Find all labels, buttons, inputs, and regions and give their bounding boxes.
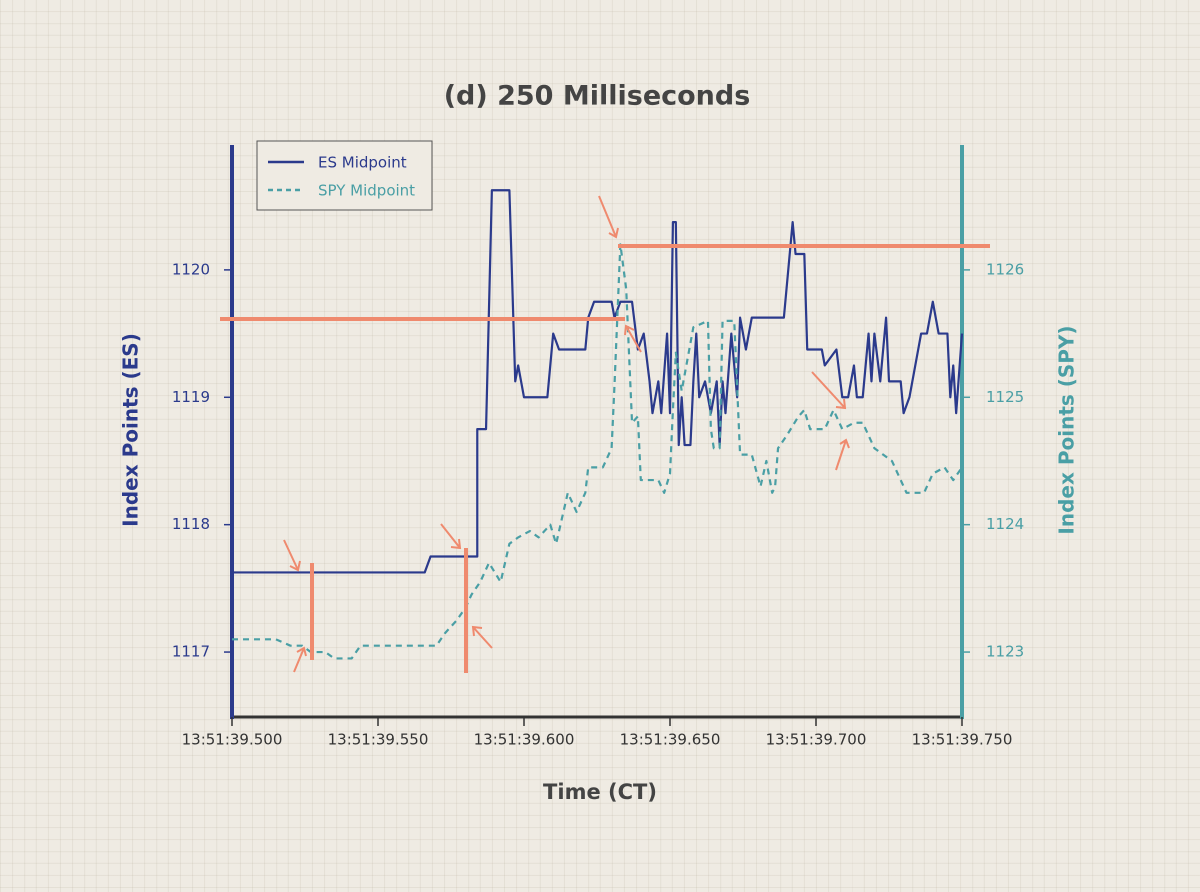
x-tick-label: 13:51:39.750: [912, 731, 1013, 749]
y-tick-label: 1118: [172, 515, 210, 533]
y-tick-label: 1120: [172, 260, 210, 278]
series-line: [232, 189, 964, 574]
legend-box: [256, 140, 433, 211]
arrows: [283, 195, 850, 673]
y-tick-label: 1119: [172, 388, 210, 406]
x-tick-label: 13:51:39.650: [620, 731, 721, 749]
x-tick-label: 13:51:39.500: [182, 731, 283, 749]
series-line: [232, 243, 963, 660]
y2-tick-label: 1125: [986, 388, 1024, 406]
y2-tick-label: 1124: [986, 515, 1024, 533]
chart-title: (d) 250 Milliseconds: [444, 81, 751, 112]
y2-tick-label: 1123: [986, 643, 1024, 661]
annotations: [220, 195, 990, 673]
y2-axis-label: Index Points (SPY): [1055, 325, 1079, 534]
legend-label: ES Midpoint: [318, 154, 407, 172]
legend-label: SPY Midpoint: [318, 182, 415, 200]
y-axis-label: Index Points (ES): [119, 333, 143, 527]
x-tick-label: 13:51:39.700: [766, 731, 867, 749]
y2-tick-label: 1126: [986, 260, 1024, 278]
y-tick-label: 1117: [172, 643, 210, 661]
x-axis-label: Time (CT): [543, 780, 657, 804]
x-tick-label: 13:51:39.600: [474, 731, 575, 749]
legend: ES Midpoint SPY Midpoint: [256, 140, 433, 211]
x-tick-label: 13:51:39.550: [328, 731, 429, 749]
plot-area: 13:51:39.500 13:51:39.550 13:51:39.600 13:5…: [172, 145, 1024, 749]
